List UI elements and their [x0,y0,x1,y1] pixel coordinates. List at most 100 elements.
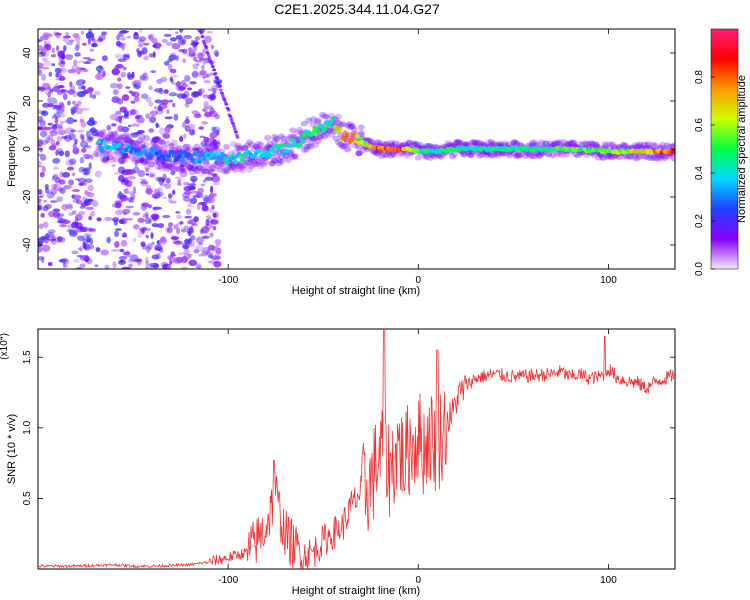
spectrogram-cell [177,252,186,256]
spectrogram-cell [464,149,472,156]
spectrogram-cell [649,154,657,161]
spectrogram-cell [96,139,102,145]
spectrogram-cell [210,62,214,66]
spectrogram-cell [172,239,179,245]
spectrogram-cell [85,192,91,196]
spectrogram-cell [118,134,126,141]
spectrogram-cell [492,150,500,157]
spectrogram-cell [464,150,472,157]
spectrogram-cell [141,202,150,208]
spectrogram-cell [38,86,46,92]
spectrogram-cell [168,256,177,263]
spectrogram-cell [208,168,216,173]
spectrogram-cell [245,159,253,166]
spectrogram-cell [155,176,163,182]
spectrogram-cell [204,111,212,118]
spectrogram-cell [175,31,179,34]
spectrogram-cell [166,163,174,170]
spectrogram-cell [339,143,347,150]
spectrogram-cell [67,69,77,74]
spectrogram-cell [121,94,130,101]
spectrogram-cell [129,155,137,162]
spectrogram-cell [357,124,365,131]
spectrogram-cell [151,241,155,245]
spectrogram-cell [206,52,210,55]
snr-series-line [38,329,675,569]
spectrogram-cell [494,152,502,159]
spectrogram-cell [203,136,210,143]
spectrogram-cell [212,130,218,135]
spectrogram-cell [187,183,197,187]
spectrogram-cell [87,58,96,62]
spectrogram-cell [83,68,89,72]
spectrogram-cell [139,181,149,184]
spectrogram-cell [236,146,244,153]
spectrogram-cell [528,153,536,160]
spectrogram-cell [245,139,253,146]
spectrogram-cell [154,244,163,251]
spectrogram-cell [202,94,209,99]
spectrogram-cell [645,141,653,148]
spectrogram-cell [157,223,165,229]
spectrogram-cell [212,173,217,177]
spectrogram-cell [38,140,44,147]
spectrogram-cell [140,178,147,182]
spectrogram-cell [89,48,95,52]
spectrogram-cell [47,261,53,267]
spectrogram-cell [277,154,285,161]
spectrogram-cell [240,157,246,163]
spectrogram-cell [346,123,354,130]
spectrogram-cell [469,139,477,146]
spectrogram-cell [341,136,346,141]
spectrogram-cell [574,152,582,159]
spectrogram-cell [344,122,352,129]
spectrogram-cell [168,160,176,167]
spectrogram-cell [163,33,172,37]
spectrogram-cell [241,144,249,151]
spectrogram-cell [182,58,186,63]
spectrogram-cell [131,157,139,164]
spectrogram-cell [599,155,607,162]
spectrogram-cell [48,211,56,218]
spectrogram-cell [176,81,181,88]
spectrogram-cell [171,82,178,86]
spectrogram-cell [69,158,77,165]
spectrogram-cell [90,154,94,160]
spectrogram-cell [455,139,463,146]
spectrogram-cell [145,234,149,239]
spectrogram-cell [58,75,66,81]
spectrogram-cell [143,158,151,165]
spectrogram-cell [175,54,179,62]
spectrogram-cell [116,142,122,147]
spectrogram-cell [380,151,388,158]
spectrogram-cell [70,110,75,116]
spectrogram-cell [168,143,176,150]
spectrogram-cell [138,44,143,48]
spectrogram-cell [143,135,151,142]
spectrogram-cell [121,178,126,184]
spectrogram-cell [206,30,213,34]
spectrogram-cell [152,206,162,210]
spectrogram-cell [296,126,304,133]
spectrogram-cell [128,263,134,268]
spectrogram-cell [426,155,434,162]
spectrogram-cell [100,249,110,256]
spectrogram-cell [118,190,122,199]
spectrogram-cell [209,165,217,172]
spectrogram-cell [371,148,379,155]
spectrogram-cell [149,110,158,117]
spectrogram-cell [187,253,193,257]
spectrogram-cell [199,135,206,139]
spectrogram-cell [126,72,132,79]
spectrogram-cell [414,154,422,161]
spectrogram-cell [84,198,92,206]
spectrogram-cell [179,29,184,33]
spectrogram-cell [73,258,80,264]
spectrogram-cell [235,135,240,139]
colorbar-label: Normalized spectral amplitude [736,75,748,223]
spectrogram-cell [668,143,675,150]
spectrogram-cell [115,134,123,141]
spectrogram-cell [143,42,150,46]
spectrogram-cell [460,150,468,157]
spectrogram-cell [284,156,292,163]
